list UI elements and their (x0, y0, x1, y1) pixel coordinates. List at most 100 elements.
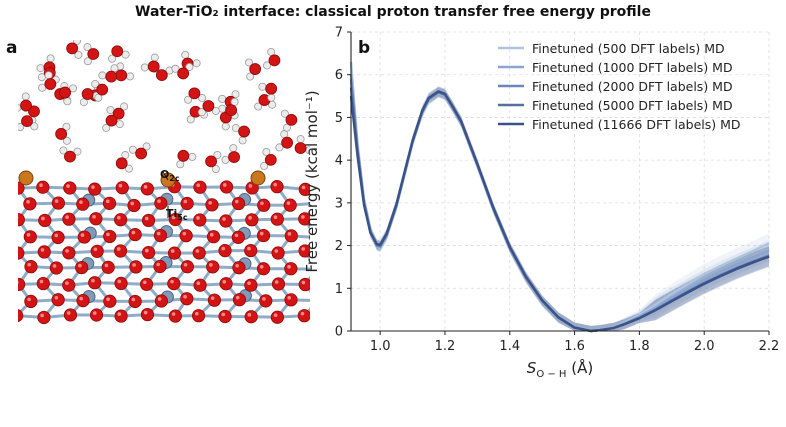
oxygen-atom (244, 310, 258, 324)
oxygen-atom (192, 246, 206, 260)
oxygen-atom (18, 181, 25, 195)
atom-label-o2c: O2c (160, 168, 180, 184)
oxygen-atom (103, 294, 117, 308)
oxygen-atom (37, 310, 51, 325)
oxygen-highlight (144, 216, 149, 221)
oxygen-atom (18, 213, 25, 227)
oxygen-highlight (273, 215, 278, 220)
oxygen-highlight (117, 279, 122, 284)
legend-label-4: Finetuned (5000 DFT labels) MD (532, 98, 733, 113)
oxygen-highlight (117, 215, 121, 220)
hydrogen-atom (188, 152, 197, 161)
hydrogen-atom (46, 54, 55, 63)
water-oxygen-atom (155, 69, 168, 82)
oxygen-highlight (156, 262, 160, 267)
hydrogen-atom (94, 93, 103, 102)
hydrogen-atom (30, 122, 39, 131)
hydrogen-atom (83, 57, 92, 66)
oxygen-highlight (131, 297, 136, 302)
oxygen-atom (270, 212, 284, 226)
oxygen-atom (114, 309, 128, 323)
oxygen-highlight (301, 185, 306, 190)
hydrogen-atom (229, 144, 238, 153)
oxygen-atom (101, 260, 115, 274)
oxygen-atom (206, 230, 221, 244)
oxygen-atom (114, 276, 128, 291)
hydrogen-atom (231, 90, 240, 99)
oxygen-atom (232, 261, 246, 275)
water-oxygen-atom (285, 113, 298, 126)
oxygen-highlight (130, 201, 135, 206)
water-oxygen-atom (188, 87, 201, 100)
oxygen-highlight (235, 263, 239, 268)
y-tick-label: 7 (335, 26, 343, 41)
oxygen-highlight (145, 248, 149, 253)
hydrogen-atom (176, 160, 185, 169)
oxygen-highlight (210, 296, 215, 300)
series-line-5 (349, 90, 770, 333)
oxygen-highlight (91, 185, 95, 189)
oxygen-atom (142, 245, 156, 260)
water-oxygen-atom (66, 42, 79, 55)
oxygen-highlight (182, 231, 187, 236)
oxygen-highlight (209, 232, 214, 237)
oxygen-atom (270, 180, 284, 194)
oxygen-highlight (105, 199, 110, 204)
oxygen-highlight (301, 247, 306, 251)
oxygen-atom (115, 181, 129, 195)
x-tick-label: 1.0 (370, 339, 391, 354)
water-oxygen-atom (20, 99, 32, 112)
oxygen-atom (128, 294, 142, 309)
free-energy-plot: 1.0 1.2 1.4 1.6 1.8 2.0 2.2 0 1 2 3 4 5 6 7 SO − H (Å) F… (300, 26, 786, 410)
oxygen-highlight (183, 262, 188, 267)
hydrogen-atom (192, 59, 201, 68)
water-oxygen-atom (44, 78, 57, 90)
interface-snapshot (18, 40, 310, 330)
hydrogen-atom (211, 106, 220, 115)
oxygen-highlight (106, 232, 110, 237)
hydrogen-atom (102, 123, 111, 132)
x-tick-label: 1.2 (435, 339, 456, 354)
oxygen-highlight (247, 312, 252, 317)
oxygen-highlight (27, 262, 31, 267)
oxygen-atom (23, 197, 37, 211)
oxygen-atom (18, 277, 26, 292)
water-oxygen-atom (112, 107, 125, 120)
oxygen-atom (154, 294, 169, 308)
oxygen-atom (298, 212, 310, 226)
oxygen-atom (219, 180, 234, 194)
hydrogen-atom (142, 142, 151, 151)
oxygen-highlight (54, 199, 59, 203)
hydrogen-atom (211, 165, 220, 174)
oxygen-highlight (260, 201, 264, 206)
water-oxygen-atom (294, 142, 307, 155)
water-oxygen-atom (115, 69, 128, 82)
oxygen-atom (113, 244, 128, 258)
water-oxygen-atom (177, 149, 190, 162)
y-tick-label: 3 (335, 196, 343, 211)
water-oxygen-atom (135, 147, 148, 160)
oxygen-highlight (80, 233, 85, 237)
hydrogen-atom (74, 50, 83, 59)
hydrogen-atom (275, 143, 284, 152)
hydrogen-atom (262, 148, 271, 157)
atom-label-ti5c: Ti5c (166, 207, 188, 223)
oxygen-atom (284, 229, 298, 243)
oxygen-highlight (274, 249, 279, 253)
oxygen-highlight (26, 232, 31, 237)
oxygen-highlight (259, 231, 264, 236)
oxygen-atom (284, 262, 298, 276)
oxygen-highlight (196, 281, 201, 286)
legend-label-2: Finetuned (1000 DFT labels) MD (532, 60, 733, 75)
y-tick-label: 0 (335, 325, 343, 340)
oxygen-highlight (116, 247, 121, 251)
water-oxygen-atom (115, 157, 128, 170)
oxygen-atom (167, 277, 181, 291)
oxygen-highlight (54, 233, 59, 238)
hydrogen-atom (184, 95, 193, 104)
oxygen-atom (77, 230, 91, 244)
hydrogen-atom (263, 61, 272, 70)
figure-title: Water-TiO₂ interface: classical proton t… (135, 4, 651, 20)
oxygen-atom (24, 260, 38, 274)
x-axis-title: SO − H (Å) (527, 358, 593, 380)
